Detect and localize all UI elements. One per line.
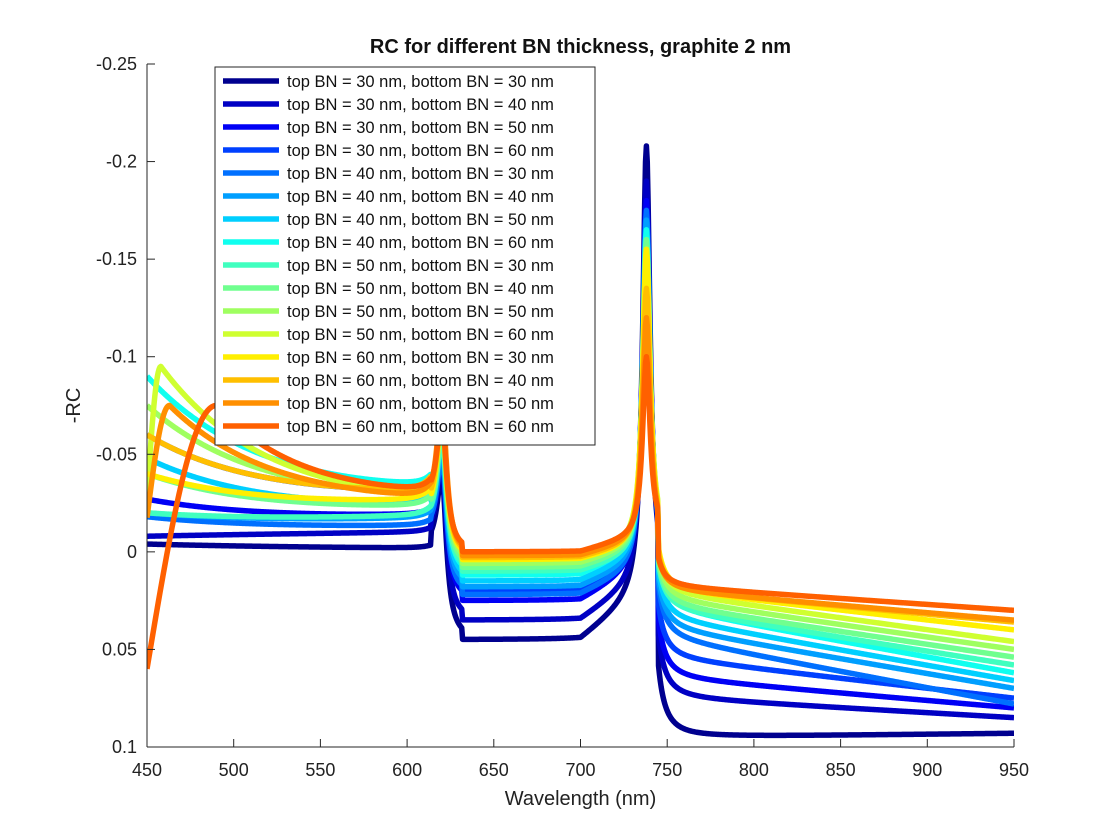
plot-area [147,143,1014,739]
series-line-15 [147,314,1014,623]
legend-entry: top BN = 50 nm, bottom BN = 50 nm [287,303,554,321]
legend-entry: top BN = 30 nm, bottom BN = 30 nm [287,73,554,91]
y-tick-label: 0.05 [102,639,137,659]
legend-entry: top BN = 40 nm, bottom BN = 30 nm [287,165,554,183]
x-tick-label: 650 [479,760,509,780]
legend-entry: top BN = 50 nm, bottom BN = 30 nm [287,257,554,275]
x-tick-label: 700 [565,760,595,780]
legend-entry: top BN = 40 nm, bottom BN = 50 nm [287,211,554,229]
y-tick-label: -0.2 [106,152,137,172]
legend-entry: top BN = 60 nm, bottom BN = 40 nm [287,372,554,390]
y-tick-label: -0.05 [96,444,137,464]
x-tick-label: 900 [912,760,942,780]
y-tick-label: 0 [127,542,137,562]
legend-entry: top BN = 60 nm, bottom BN = 60 nm [287,418,554,436]
legend-entry: top BN = 30 nm, bottom BN = 40 nm [287,96,554,114]
legend: top BN = 30 nm, bottom BN = 30 nm top BN … [214,66,596,446]
x-tick-label: 550 [305,760,335,780]
legend-entry: top BN = 60 nm, bottom BN = 30 nm [287,349,554,367]
legend-entry: top BN = 60 nm, bottom BN = 50 nm [287,395,554,413]
series-line-10 [147,236,1014,660]
y-tick-label: -0.15 [96,249,137,269]
x-tick-label: 850 [826,760,856,780]
legend-entry: top BN = 50 nm, bottom BN = 40 nm [287,280,554,298]
legend-entry: top BN = 30 nm, bottom BN = 50 nm [287,119,554,137]
x-tick-label: 800 [739,760,769,780]
y-tick-label: -0.25 [96,54,137,74]
legend-entry: top BN = 50 nm, bottom BN = 60 nm [287,326,554,344]
x-tick-label: 600 [392,760,422,780]
x-axis-label: Wavelength (nm) [505,788,657,810]
x-tick-label: 950 [999,760,1029,780]
series-line-5 [147,207,1014,707]
y-tick-label: 0.1 [112,737,137,757]
legend-entry: top BN = 40 nm, bottom BN = 60 nm [287,234,554,252]
legend-entry: top BN = 40 nm, bottom BN = 40 nm [287,188,554,206]
x-tick-label: 500 [219,760,249,780]
chart-title: RC for different BN thickness, graphite … [370,36,791,58]
series-line-9 [147,236,1014,668]
series-line-16 [147,353,1014,670]
y-tick-label: -0.1 [106,347,137,367]
x-tick-label: 450 [132,760,162,780]
series-line-2 [147,178,1014,721]
series-line-1 [147,143,1014,739]
x-tick-label: 750 [652,760,682,780]
legend-entry: top BN = 30 nm, bottom BN = 60 nm [287,142,554,160]
series-line-3 [147,197,1014,711]
y-axis-label: -RC [63,388,85,424]
axes: 450 500 550 600 650 700 750 800 850 900 950 0.1 0.05… [96,54,1029,780]
